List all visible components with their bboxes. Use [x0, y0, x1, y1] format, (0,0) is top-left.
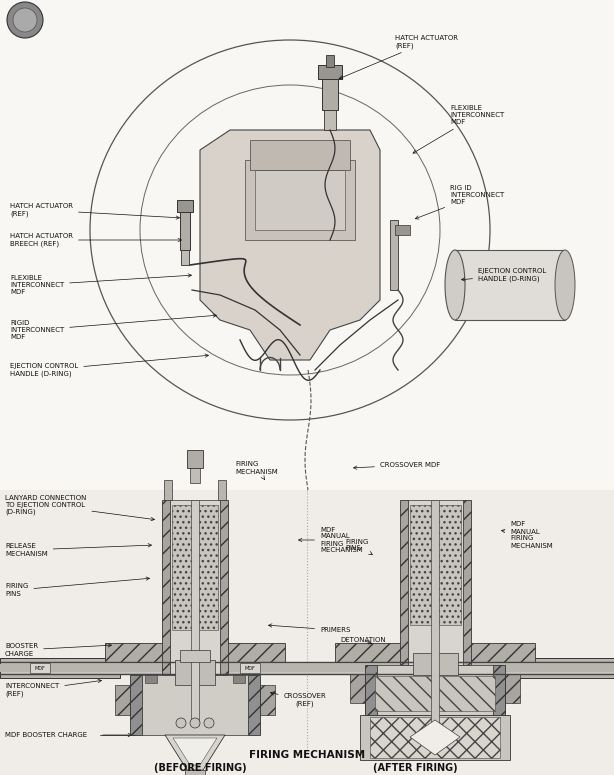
Bar	[187, 450, 203, 468]
Bar	[233, 675, 245, 683]
Circle shape	[7, 2, 43, 38]
Text: CROSSOVER MDF: CROSSOVER MDF	[354, 462, 440, 470]
Circle shape	[176, 718, 186, 728]
Text: CROSSOVER
(REF): CROSSOVER (REF)	[271, 692, 327, 707]
Bar	[260, 685, 275, 715]
Text: HATCH ACTUATOR
(REF): HATCH ACTUATOR (REF)	[340, 35, 458, 79]
Bar	[0, 664, 614, 672]
Bar	[177, 200, 193, 212]
Bar	[400, 500, 408, 665]
Text: EJECTION CONTROL
HANDLE (D-RING): EJECTION CONTROL HANDLE (D-RING)	[462, 268, 546, 282]
Polygon shape	[173, 738, 217, 765]
Bar	[350, 673, 365, 703]
Bar	[322, 75, 338, 110]
Text: MDF
MANUAL
FIRING
MECHANISM: MDF MANUAL FIRING MECHANISM	[502, 522, 553, 549]
Text: MDF: MDF	[34, 666, 45, 670]
Bar	[30, 663, 50, 673]
Text: (AFTER FIRING): (AFTER FIRING)	[373, 763, 457, 773]
Bar	[455, 250, 565, 320]
Polygon shape	[410, 720, 460, 755]
Ellipse shape	[555, 250, 575, 320]
Text: MDF
MANUAL
FIRING
MECHANISM: MDF MANUAL FIRING MECHANISM	[298, 526, 363, 553]
Circle shape	[190, 718, 200, 728]
Bar	[375, 676, 495, 711]
Text: RIG ID
INTERCONNECT
MDF: RIG ID INTERCONNECT MDF	[415, 185, 504, 219]
Text: HATCH ACTUATOR
(REF): HATCH ACTUATOR (REF)	[10, 203, 179, 219]
Bar	[365, 674, 505, 714]
Text: BOOSTER
CHARGE: BOOSTER CHARGE	[5, 643, 112, 656]
Bar	[180, 650, 210, 662]
Bar	[170, 500, 220, 675]
Text: FIRING
MECHANISM: FIRING MECHANISM	[235, 461, 278, 480]
Text: FIRING MECHANISM: FIRING MECHANISM	[249, 750, 365, 760]
Bar	[248, 675, 260, 735]
Bar	[318, 65, 342, 79]
Bar	[191, 500, 199, 725]
Polygon shape	[165, 735, 225, 770]
Text: FIRING
PINS: FIRING PINS	[345, 539, 372, 555]
Circle shape	[13, 8, 37, 32]
Bar	[463, 500, 471, 665]
Bar	[335, 643, 535, 668]
Bar	[162, 500, 170, 675]
Bar	[370, 717, 500, 758]
Text: HATCH ACTUATOR
BREECH (REF): HATCH ACTUATOR BREECH (REF)	[10, 233, 182, 246]
Polygon shape	[200, 130, 380, 360]
Text: INTERCONNECT
(REF): INTERCONNECT (REF)	[5, 679, 101, 697]
Text: DETONATION: DETONATION	[340, 637, 386, 644]
Bar	[360, 715, 510, 760]
Bar	[0, 658, 120, 678]
Bar	[142, 675, 248, 735]
Text: LANYARD CONNECTION
TO EJECTION CONTROL
(D-RING): LANYARD CONNECTION TO EJECTION CONTROL (…	[5, 494, 155, 521]
Text: FLEXIBLE
INTERCONNECT
MDF: FLEXIBLE INTERCONNECT MDF	[10, 274, 192, 295]
Bar	[494, 658, 614, 678]
Bar	[105, 643, 285, 668]
Bar	[365, 665, 377, 715]
Bar	[218, 480, 226, 500]
Bar	[431, 500, 439, 725]
Bar	[181, 250, 189, 265]
Bar	[395, 225, 410, 235]
Circle shape	[204, 718, 214, 728]
Text: RIGID
INTERCONNECT
MDF: RIGID INTERCONNECT MDF	[10, 314, 217, 340]
Bar	[0, 0, 614, 490]
Bar	[180, 210, 190, 250]
Bar	[410, 505, 461, 625]
Text: FLEXIBLE
INTERCONNECT
MDF: FLEXIBLE INTERCONNECT MDF	[413, 105, 504, 153]
Bar	[245, 160, 355, 240]
Text: RELEASE
MECHANISM: RELEASE MECHANISM	[5, 543, 152, 556]
Text: MDF: MDF	[244, 666, 255, 670]
Bar	[115, 685, 130, 715]
Bar	[390, 220, 398, 290]
Bar	[505, 673, 520, 703]
Bar	[255, 170, 345, 230]
Text: FIRING
PINS: FIRING PINS	[5, 577, 149, 597]
Bar	[164, 480, 172, 500]
Bar	[185, 770, 205, 775]
Bar	[0, 662, 614, 674]
Bar	[130, 675, 142, 735]
Bar	[175, 660, 215, 685]
Text: MDF BOOSTER CHARGE: MDF BOOSTER CHARGE	[5, 732, 87, 738]
Bar	[250, 140, 350, 170]
Bar	[220, 500, 228, 675]
Bar	[377, 665, 493, 715]
Text: PRIMERS: PRIMERS	[268, 624, 351, 633]
Ellipse shape	[445, 250, 465, 320]
Bar	[493, 665, 505, 715]
Bar	[240, 663, 260, 673]
Bar	[408, 500, 463, 665]
Bar	[172, 505, 218, 630]
Text: (BEFORE FIRING): (BEFORE FIRING)	[154, 763, 246, 773]
Bar	[413, 653, 458, 675]
Bar	[326, 55, 334, 67]
Bar	[324, 110, 336, 130]
Bar	[0, 490, 614, 775]
Bar	[145, 675, 157, 683]
Bar	[190, 465, 200, 483]
Text: EJECTION CONTROL
HANDLE (D-RING): EJECTION CONTROL HANDLE (D-RING)	[10, 354, 209, 377]
